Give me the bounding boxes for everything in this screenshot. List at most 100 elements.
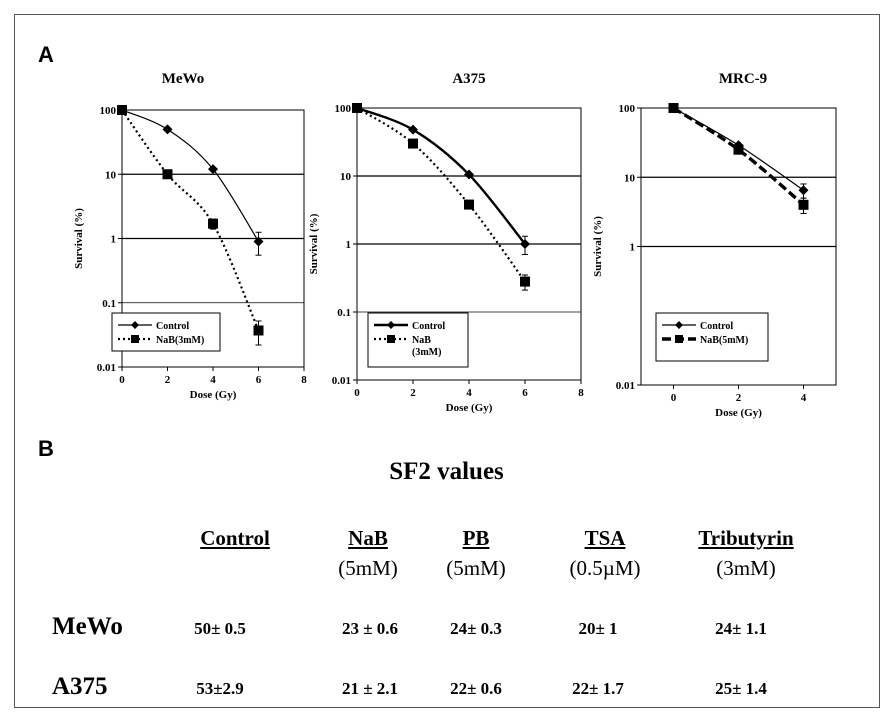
x-tick-label: 8 — [578, 387, 584, 399]
legend-marker — [387, 321, 395, 329]
legend-label: NaB(3mM) — [156, 335, 204, 346]
sf2-cell: 24± 0.3 — [450, 619, 502, 638]
sf2-row-label-a375: A375 — [52, 673, 108, 700]
sf2-header-tributyrin-sub: (3mM) — [716, 556, 776, 580]
x-tick-label: 4 — [210, 374, 216, 386]
sf2-cell: 20± 1 — [578, 619, 618, 638]
legend-label: NaB(5mM) — [700, 335, 748, 346]
legend-marker — [131, 335, 139, 343]
y-tick-label: 10 — [624, 172, 636, 184]
x-tick-label: 0 — [119, 374, 125, 386]
data-point — [253, 236, 264, 247]
sf2-cell: 22± 1.7 — [572, 679, 624, 698]
sf2-title: SF2 values — [389, 458, 504, 485]
y-tick-label: 0.01 — [332, 375, 351, 387]
legend-marker — [387, 335, 395, 343]
panel-a-label: A — [38, 42, 54, 67]
chart-title: MeWo — [162, 71, 205, 87]
data-point — [162, 124, 173, 135]
data-point — [208, 164, 218, 175]
x-axis-label: Dose (Gy) — [715, 407, 762, 419]
y-tick-label: 100 — [335, 103, 352, 115]
sf2-row-label-mewo: MeWo — [52, 613, 123, 640]
x-tick-label: 6 — [522, 387, 528, 399]
x-tick-label: 6 — [256, 374, 262, 386]
y-axis-label: Survival (%) — [73, 208, 85, 269]
legend-box — [111, 312, 221, 352]
plot-area — [640, 107, 837, 386]
data-point — [162, 169, 173, 180]
series-line-1 — [121, 109, 260, 331]
x-tick-label: 2 — [410, 387, 416, 399]
x-tick-label: 2 — [736, 392, 742, 404]
y-tick-label: 0.1 — [337, 307, 351, 319]
legend-box — [367, 312, 469, 368]
figure-frame — [14, 14, 880, 708]
data-point — [520, 276, 530, 287]
legend-marker — [675, 321, 683, 329]
sf2-header-tributyrin: Tributyrin (3mM) — [676, 523, 816, 583]
series-line-1 — [672, 106, 805, 207]
sf2-header-nab: NaB (5mM) — [318, 523, 418, 583]
data-point — [117, 105, 127, 115]
sf2-cell: 50± 0.5 — [194, 619, 246, 638]
sf2-cell: 23 ± 0.6 — [341, 619, 399, 638]
x-tick-label: 4 — [466, 387, 472, 399]
data-point — [464, 169, 474, 180]
legend-marker — [675, 335, 683, 343]
data-point — [208, 218, 218, 229]
sf2-header-pb-name: PB — [462, 526, 490, 550]
y-tick-label: 0.01 — [616, 380, 635, 392]
legend-marker — [131, 321, 139, 329]
y-tick-label: 100 — [100, 105, 117, 117]
legend-box — [655, 312, 769, 362]
sf2-header-control-name: Control — [200, 526, 270, 550]
chart-mewo: MeWo 0.01 0.1 1 10 100 0 2 4 6 8 Dose (Gy) Survival … — [73, 71, 307, 401]
sf2-cell: 25± 1.4 — [715, 679, 767, 698]
y-axis-label: Survival (%) — [308, 213, 320, 274]
y-tick-label: 1 — [630, 242, 636, 254]
legend-label: Control — [156, 321, 189, 332]
data-point — [520, 239, 530, 249]
sf2-header-pb: PB (5mM) — [426, 523, 526, 583]
series-line-0 — [356, 106, 526, 245]
x-axis-label: Dose (Gy) — [190, 389, 237, 401]
sf2-header-tsa: TSA (0.5µM) — [550, 523, 660, 583]
x-axis-label: Dose (Gy) — [446, 402, 493, 414]
sf2-cell: 24± 1.1 — [715, 619, 767, 638]
sf2-header-control: Control — [170, 523, 300, 553]
sf2-header-tsa-name: TSA — [584, 526, 626, 550]
chart-title: A375 — [452, 71, 485, 87]
sf2-cell: 21 ± 2.1 — [341, 679, 399, 698]
data-point — [733, 144, 744, 155]
chart-a375: A375 0.01 0.1 1 10 100 0 2 4 6 8 Dose (Gy) Survival … — [308, 71, 584, 414]
legend-label: NaB — [412, 335, 431, 346]
chart-title: MRC-9 — [719, 71, 767, 87]
series-line-1 — [356, 107, 526, 283]
plot-area — [356, 107, 582, 381]
y-tick-label: 1 — [346, 239, 352, 251]
data-point — [798, 199, 809, 210]
x-tick-label: 0 — [354, 387, 360, 399]
series-line-0 — [121, 109, 260, 242]
y-tick-label: 10 — [105, 169, 117, 181]
y-tick-label: 10 — [340, 171, 352, 183]
x-tick-label: 8 — [301, 374, 307, 386]
y-tick-label: 0.01 — [97, 362, 116, 374]
data-point — [408, 124, 418, 135]
x-tick-label: 0 — [671, 392, 677, 404]
data-point — [798, 185, 809, 196]
y-tick-label: 1 — [111, 234, 117, 246]
legend-label: Control — [412, 321, 445, 332]
sf2-header-pb-sub: (5mM) — [446, 556, 506, 580]
x-tick-label: 2 — [165, 374, 171, 386]
sf2-cell: 53±2.9 — [196, 679, 244, 698]
chart-mrc-9: MRC-9 0.01 1 10 100 0 2 4 Dose (Gy) Survival (%) C… — [592, 71, 837, 419]
data-point — [668, 103, 679, 113]
data-point — [408, 138, 418, 149]
sf2-header-tsa-sub: (0.5µM) — [569, 556, 641, 580]
data-point — [352, 103, 362, 113]
x-tick-label: 4 — [801, 392, 807, 404]
sf2-header-nab-name: NaB — [348, 526, 388, 550]
